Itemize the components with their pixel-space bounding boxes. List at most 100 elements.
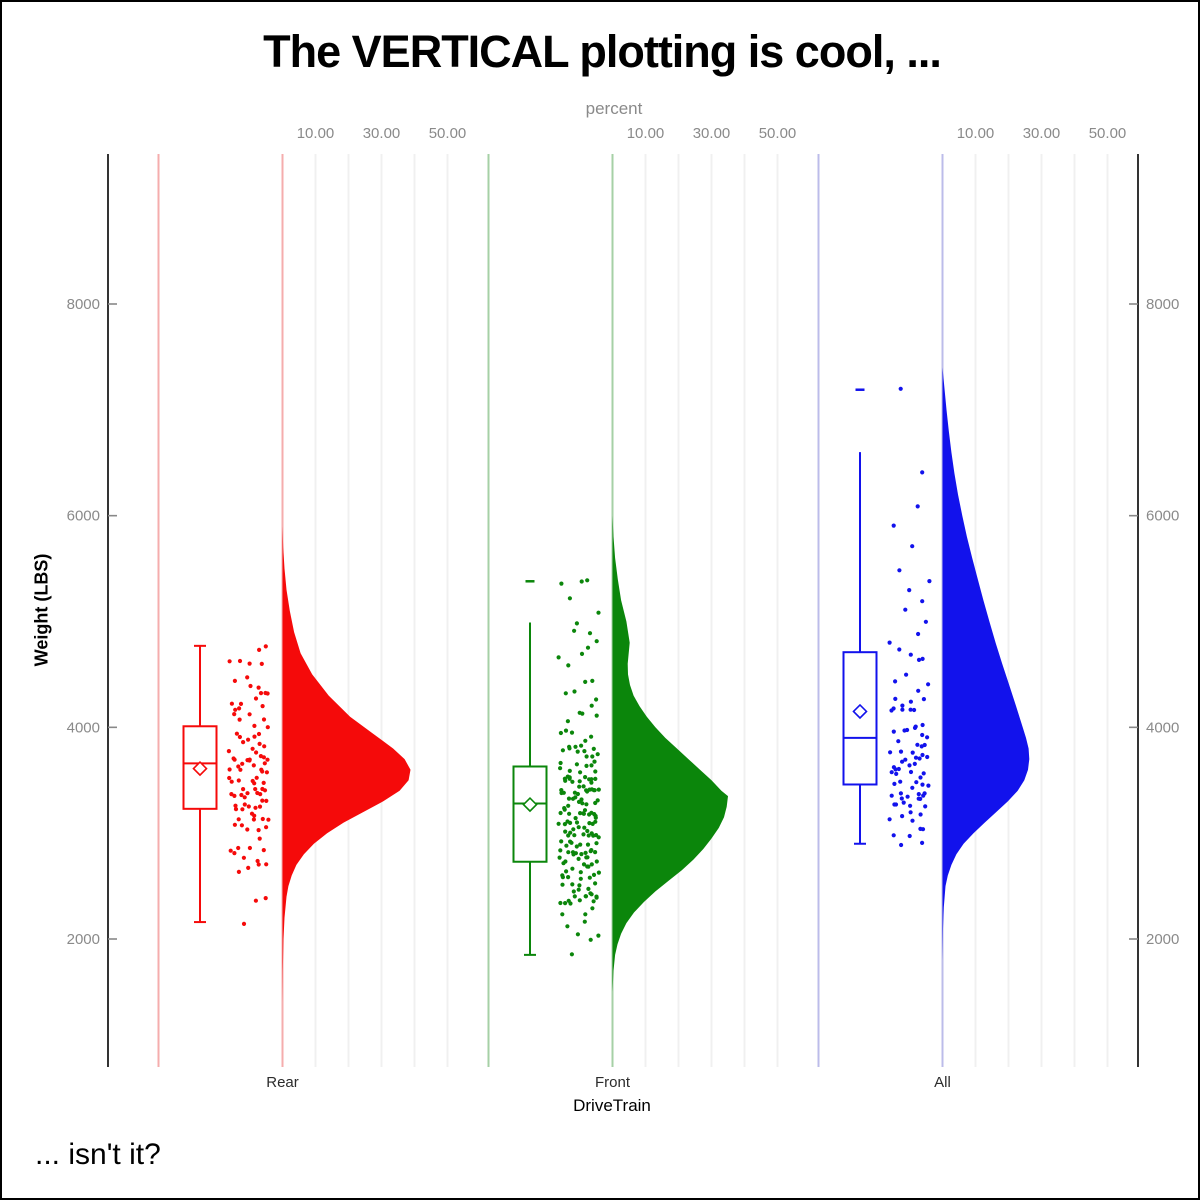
scatter-dot — [562, 806, 567, 811]
scatter-dot — [573, 795, 578, 800]
percent-tick-label: 10.00 — [297, 125, 335, 142]
scatter-dot — [559, 839, 564, 844]
scatter-dot — [899, 796, 904, 801]
scatter-dot — [921, 771, 926, 776]
scatter-dot — [903, 607, 908, 612]
scatter-dot — [588, 849, 593, 854]
scatter-dot — [239, 792, 244, 798]
scatter-dot — [594, 833, 599, 838]
scatter-dot — [563, 901, 568, 906]
scatter-dot — [577, 898, 582, 903]
scatter-dot — [233, 803, 238, 808]
scatter-dot — [584, 763, 589, 769]
scatter-dot — [926, 682, 931, 687]
percent-tick-label: 10.00 — [957, 125, 995, 142]
scatter-dot — [569, 952, 575, 957]
scatter-dot — [586, 864, 591, 869]
percent-tick-label: 50.00 — [1089, 125, 1127, 142]
scatter-dot — [583, 850, 588, 856]
percent-tick-label: 10.00 — [627, 125, 665, 142]
scatter-dot — [918, 775, 923, 780]
scatter-dot — [563, 728, 569, 733]
scatter-dot — [927, 579, 932, 584]
scatter-dot — [579, 579, 584, 584]
scatter-dot — [227, 775, 232, 781]
scatter-dot — [586, 886, 591, 892]
scatter-dot — [571, 889, 576, 894]
scatter-dot — [910, 818, 915, 823]
scatter-dot — [255, 790, 260, 796]
scatter-dot — [232, 678, 237, 684]
scatter-dot — [558, 766, 563, 771]
scatter-dot — [594, 697, 599, 702]
scatter-dot — [231, 756, 236, 761]
scatter-dot — [594, 895, 599, 900]
scatter-dot — [238, 701, 244, 707]
scatter-dot — [570, 866, 575, 871]
scatter-dot — [908, 810, 913, 815]
scatter-dot — [589, 810, 594, 815]
scatter-dot — [918, 796, 923, 802]
scatter-dot — [581, 862, 587, 867]
scatter-dot — [582, 749, 587, 754]
category-label-all: All — [934, 1074, 951, 1091]
scatter-dot — [562, 822, 568, 827]
scatter-dot — [925, 754, 930, 760]
scatter-dot — [566, 898, 571, 903]
scatter-dot — [921, 697, 927, 702]
scatter-dot — [913, 724, 918, 729]
scatter-dot — [236, 869, 241, 875]
scatter-dot — [589, 777, 594, 782]
scatter-dot — [567, 746, 572, 751]
scatter-dot — [567, 596, 573, 601]
scatter-dot — [567, 768, 572, 774]
scatter-dot — [558, 900, 563, 906]
scatter-dot — [569, 730, 575, 735]
scatter-dot — [237, 658, 243, 664]
scatter-dot — [574, 762, 580, 767]
scatter-dot — [248, 683, 253, 689]
scatter-dot — [916, 688, 921, 693]
scatter-dot — [589, 831, 594, 836]
scatter-dot — [575, 932, 581, 937]
scatter-dot — [260, 798, 265, 803]
percent-tick-label: 30.00 — [693, 125, 731, 142]
scatter-dot — [589, 787, 595, 792]
scatter-dot — [263, 896, 268, 901]
scatter-dot — [246, 737, 251, 742]
scatter-dot — [573, 744, 578, 749]
scatter-dot — [590, 821, 595, 827]
scatter-dot — [898, 779, 903, 784]
scatter-dot — [589, 892, 594, 897]
scatter-dot — [558, 760, 563, 766]
scatter-dot — [259, 767, 264, 772]
scatter-dot — [566, 850, 571, 855]
scatter-dot — [585, 645, 591, 650]
scatter-dot — [236, 764, 241, 769]
scatter-dot — [232, 793, 237, 799]
scatter-dot — [558, 848, 563, 853]
scatter-dot — [266, 817, 271, 822]
scatter-dot — [578, 811, 583, 816]
scatter-dot — [590, 754, 595, 759]
chart-title: The VERTICAL plotting is cool, ... — [263, 26, 942, 77]
scatter-dot — [563, 859, 568, 864]
scatter-dot — [257, 836, 262, 841]
scatter-dot — [239, 823, 244, 828]
scatter-dot — [577, 779, 582, 784]
scatter-dot — [262, 761, 267, 766]
scatter-dot — [568, 839, 573, 844]
scatter-dot — [593, 769, 598, 774]
scatter-dot — [585, 842, 591, 847]
scatter-dot — [252, 723, 257, 729]
scatter-dot — [583, 679, 588, 685]
right-axis-tick-label: 8000 — [1146, 296, 1179, 313]
scatter-dot — [570, 779, 575, 784]
scatter-dot — [589, 734, 594, 739]
scatter-dot — [583, 894, 589, 899]
scatter-dot — [565, 819, 570, 824]
scatter-dot — [232, 822, 237, 827]
scatter-dot — [566, 663, 571, 668]
scatter-dot — [232, 712, 237, 717]
scatter-dot — [260, 704, 265, 709]
